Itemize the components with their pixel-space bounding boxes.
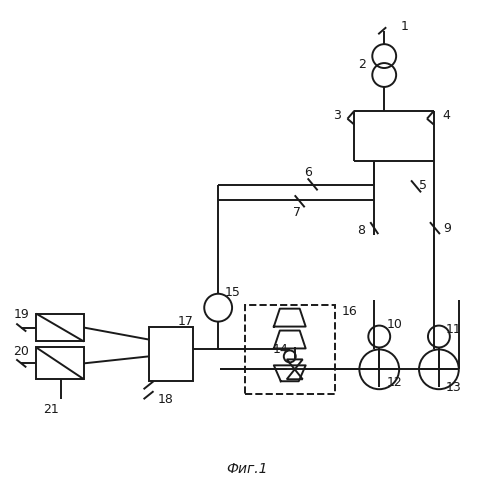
Text: 4: 4 xyxy=(442,110,450,122)
Text: 1: 1 xyxy=(400,20,408,33)
Text: 16: 16 xyxy=(341,305,357,318)
Text: 15: 15 xyxy=(225,286,241,300)
Text: 14: 14 xyxy=(273,343,288,356)
Text: 9: 9 xyxy=(443,222,451,234)
Text: 5: 5 xyxy=(419,179,427,192)
Bar xyxy=(245,304,334,394)
Text: 7: 7 xyxy=(293,206,301,218)
Text: Фиг.1: Фиг.1 xyxy=(226,462,268,476)
Text: 19: 19 xyxy=(13,308,29,321)
Text: 2: 2 xyxy=(359,58,366,70)
Text: 21: 21 xyxy=(43,402,59,415)
Text: 20: 20 xyxy=(13,345,29,358)
Bar xyxy=(36,348,84,380)
Bar xyxy=(36,314,84,342)
Text: 6: 6 xyxy=(304,166,312,179)
Text: 8: 8 xyxy=(357,224,366,236)
Text: 17: 17 xyxy=(177,315,193,328)
Text: 18: 18 xyxy=(158,392,173,406)
Text: 10: 10 xyxy=(386,318,402,331)
Text: 13: 13 xyxy=(446,380,462,394)
Bar xyxy=(149,326,193,382)
Text: 3: 3 xyxy=(333,110,341,122)
Text: 12: 12 xyxy=(386,376,402,389)
Text: 11: 11 xyxy=(446,323,462,336)
